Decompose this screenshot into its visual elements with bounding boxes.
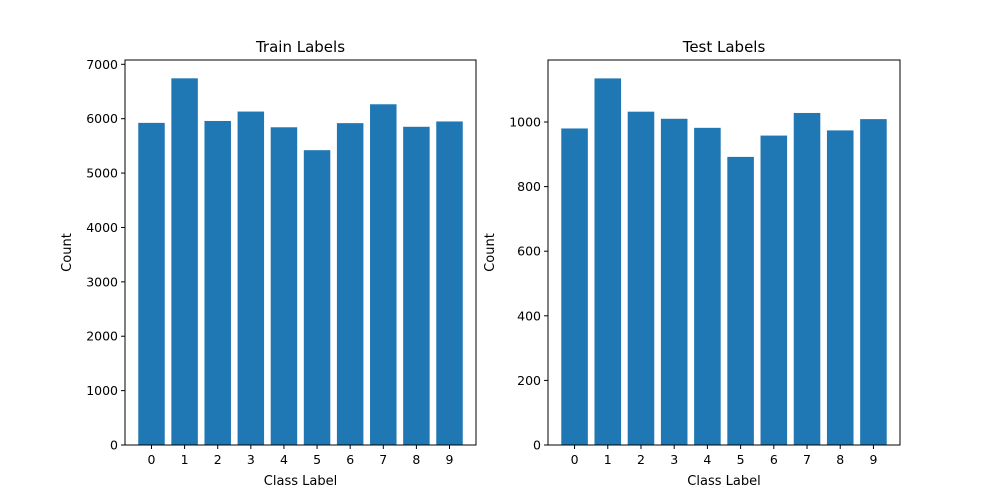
test-x-tick-label: 1 bbox=[604, 452, 612, 467]
test-bar-6 bbox=[760, 135, 788, 445]
test-y-tick-label: 0 bbox=[533, 438, 541, 453]
test-x-tick-label: 9 bbox=[869, 452, 877, 467]
train-y-axis-label: Count bbox=[60, 233, 75, 272]
train-bar-0 bbox=[138, 122, 165, 446]
test-x-tick-label: 8 bbox=[836, 452, 844, 467]
train-x-tick-label: 3 bbox=[247, 452, 255, 467]
test-y-tick-label: 1000 bbox=[509, 115, 541, 130]
test-x-tick-label: 3 bbox=[670, 452, 678, 467]
train-y-tick-label: 7000 bbox=[86, 57, 118, 72]
test-x-axis-label: Class Label bbox=[687, 474, 760, 489]
train-x-tick-label: 8 bbox=[412, 452, 420, 467]
test-labels-chart: 0 1 2 3 4 5 6 7 8 9 0 200 400 600 800 1000 Test Labels Cl… bbox=[483, 38, 901, 489]
test-bar-3 bbox=[660, 118, 688, 445]
test-y-tick-label: 800 bbox=[517, 179, 541, 194]
test-x-tick-label: 6 bbox=[770, 452, 778, 467]
train-bar-9 bbox=[436, 121, 463, 446]
test-bar-2 bbox=[627, 111, 655, 446]
test-x-tick-label: 5 bbox=[737, 452, 745, 467]
test-y-tick-label: 400 bbox=[517, 308, 541, 323]
test-bar-5 bbox=[727, 156, 754, 445]
train-bar-5 bbox=[303, 150, 331, 446]
train-y-tick-label: 2000 bbox=[86, 329, 118, 344]
train-bar-2 bbox=[204, 120, 231, 445]
train-labels-chart: 0 1 2 3 4 5 6 7 8 9 0 1000 2000 3000 4000 5000 6000 7000 T… bbox=[60, 38, 477, 489]
test-bar-1 bbox=[594, 78, 622, 445]
test-x-tick-label: 7 bbox=[803, 452, 811, 467]
train-x-tick-label: 9 bbox=[446, 452, 454, 467]
train-y-tick-label: 4000 bbox=[86, 220, 118, 235]
train-bar-4 bbox=[270, 127, 298, 445]
train-bar-3 bbox=[237, 111, 265, 445]
train-y-tick-label: 6000 bbox=[86, 111, 118, 126]
train-bar-6 bbox=[336, 123, 364, 445]
train-x-tick-label: 4 bbox=[280, 452, 288, 467]
train-x-tick-label: 1 bbox=[181, 452, 189, 467]
test-chart-title: Test Labels bbox=[682, 38, 766, 56]
test-bar-7 bbox=[793, 112, 821, 445]
train-bar-7 bbox=[370, 104, 397, 446]
train-x-tick-label: 2 bbox=[214, 452, 222, 467]
train-y-tick-label: 1000 bbox=[86, 383, 118, 398]
test-bar-0 bbox=[561, 128, 588, 445]
test-axes-frame bbox=[547, 59, 901, 446]
train-y-tick-label: 5000 bbox=[86, 166, 118, 181]
train-x-tick-label: 0 bbox=[148, 452, 156, 467]
test-x-tick-label: 0 bbox=[571, 452, 579, 467]
train-x-tick-label: 5 bbox=[313, 452, 321, 467]
test-y-tick-label: 200 bbox=[517, 373, 541, 388]
test-x-tick-label: 4 bbox=[703, 452, 711, 467]
test-y-tick-label: 600 bbox=[517, 244, 541, 259]
train-chart-title: Train Labels bbox=[255, 38, 345, 56]
train-x-axis-label: Class Label bbox=[264, 474, 337, 489]
train-x-tick-label: 6 bbox=[346, 452, 354, 467]
test-y-axis-label: Count bbox=[483, 233, 498, 272]
test-bar-4 bbox=[694, 127, 721, 445]
test-x-tick-label: 2 bbox=[637, 452, 645, 467]
test-bar-9 bbox=[860, 119, 887, 446]
test-bar-8 bbox=[826, 130, 854, 445]
train-bar-8 bbox=[403, 126, 430, 445]
train-x-tick-label: 7 bbox=[379, 452, 387, 467]
train-y-tick-label: 0 bbox=[110, 438, 118, 453]
train-bar-1 bbox=[171, 78, 198, 445]
train-y-tick-label: 3000 bbox=[86, 274, 118, 289]
train-axes-frame bbox=[124, 59, 477, 446]
